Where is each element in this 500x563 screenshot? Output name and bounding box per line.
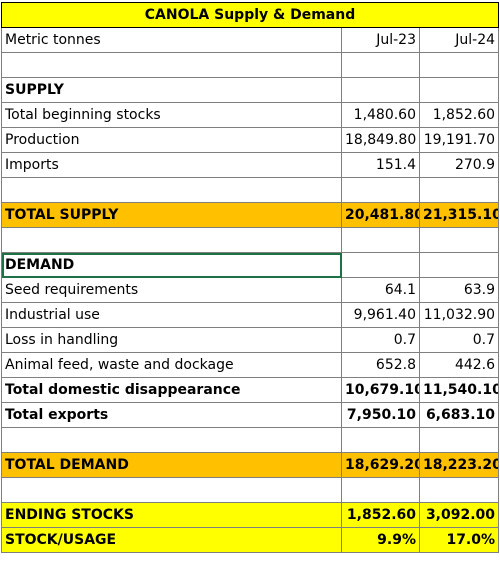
cell: 9,961.40 (341, 302, 420, 328)
cell: 7,950.10 (341, 402, 420, 428)
data-row: Seed requirements 64.1 63.9 (1, 277, 500, 303)
cell: 10,679.10 (341, 377, 420, 403)
cell: 151.4 (341, 152, 420, 178)
header-row: Metric tonnes Jul-23 Jul-24 (1, 27, 500, 53)
cell: Total exports (1, 402, 342, 428)
cell: 0.7 (341, 327, 420, 353)
cell: 0.7 (418, 327, 500, 353)
cell: TOTAL SUPPLY (1, 202, 342, 228)
data-row: TOTAL DEMAND 18,629.20 18,223.20 (1, 452, 500, 478)
data-row: Industrial use 9,961.40 11,032.90 (1, 302, 500, 328)
blank-row (1, 177, 500, 203)
cell: 17.0% (418, 527, 500, 553)
data-row: Total domestic disappearance 10,679.10 11,… (1, 377, 500, 403)
blank-row (1, 477, 500, 503)
empty-cell (418, 427, 500, 453)
cell: Total domestic disappearance (1, 377, 342, 403)
data-row: Imports 151.4 270.9 (1, 152, 500, 178)
data-row: STOCK/USAGE 9.9% 17.0% (1, 527, 500, 553)
data-row: SUPPLY (1, 77, 500, 103)
header-label: Metric tonnes (1, 27, 342, 53)
cell: Production (1, 127, 342, 153)
blank-row (1, 227, 500, 253)
empty-cell (341, 52, 420, 78)
cell: Seed requirements (1, 277, 342, 303)
blank-row (1, 52, 500, 78)
empty-cell (418, 477, 500, 503)
cell: 442.6 (418, 352, 500, 378)
supply-demand-table: CANOLA Supply & Demand Metric tonnes Jul… (0, 2, 500, 553)
cell: Loss in handling (1, 327, 342, 353)
cell: 64.1 (341, 277, 420, 303)
title: CANOLA Supply & Demand (0, 2, 500, 28)
cell: DEMAND (1, 252, 342, 278)
empty-cell (1, 477, 342, 503)
cell: 652.8 (341, 352, 420, 378)
data-row: Total beginning stocks 1,480.60 1,852.60 (1, 102, 500, 128)
cell: Imports (1, 152, 342, 178)
data-row: Loss in handling 0.7 0.7 (1, 327, 500, 353)
empty-cell (418, 227, 500, 253)
cell: 18,223.20 (418, 452, 500, 478)
cell: 11,540.10 (418, 377, 500, 403)
empty-cell (341, 227, 420, 253)
title-row: CANOLA Supply & Demand (0, 2, 500, 28)
cell: 19,191.70 (418, 127, 500, 153)
cell: 20,481.80 (341, 202, 420, 228)
data-row: Animal feed, waste and dockage 652.8 442.6 (1, 352, 500, 378)
data-row: Production 18,849.80 19,191.70 (1, 127, 500, 153)
empty-cell (1, 427, 342, 453)
header-column: Jul-23 (341, 27, 420, 53)
empty-cell (341, 477, 420, 503)
empty-cell (341, 252, 420, 278)
cell: Industrial use (1, 302, 342, 328)
empty-cell (418, 52, 500, 78)
cell: 18,849.80 (341, 127, 420, 153)
cell: 1,852.60 (418, 102, 500, 128)
blank-row (1, 427, 500, 453)
data-row: TOTAL SUPPLY 20,481.80 21,315.10 (1, 202, 500, 228)
cell: Total beginning stocks (1, 102, 342, 128)
cell: STOCK/USAGE (1, 527, 342, 553)
cell: SUPPLY (1, 77, 342, 103)
cell: 270.9 (418, 152, 500, 178)
data-row: Total exports 7,950.10 6,683.10 (1, 402, 500, 428)
empty-cell (1, 52, 342, 78)
empty-cell (341, 77, 420, 103)
cell: 18,629.20 (341, 452, 420, 478)
empty-cell (1, 227, 342, 253)
empty-cell (341, 427, 420, 453)
empty-cell (341, 177, 420, 203)
cell: 9.9% (341, 527, 420, 553)
cell: ENDING STOCKS (1, 502, 342, 528)
empty-cell (418, 77, 500, 103)
cell: 11,032.90 (418, 302, 500, 328)
data-row: DEMAND (1, 252, 500, 278)
header-column: Jul-24 (418, 27, 500, 53)
cell: Animal feed, waste and dockage (1, 352, 342, 378)
data-row: ENDING STOCKS 1,852.60 3,092.00 (1, 502, 500, 528)
empty-cell (418, 252, 500, 278)
cell: 6,683.10 (418, 402, 500, 428)
cell: TOTAL DEMAND (1, 452, 342, 478)
empty-cell (418, 177, 500, 203)
cell: 1,852.60 (341, 502, 420, 528)
cell: 1,480.60 (341, 102, 420, 128)
cell: 63.9 (418, 277, 500, 303)
empty-cell (1, 177, 342, 203)
cell: 3,092.00 (418, 502, 500, 528)
cell: 21,315.10 (418, 202, 500, 228)
